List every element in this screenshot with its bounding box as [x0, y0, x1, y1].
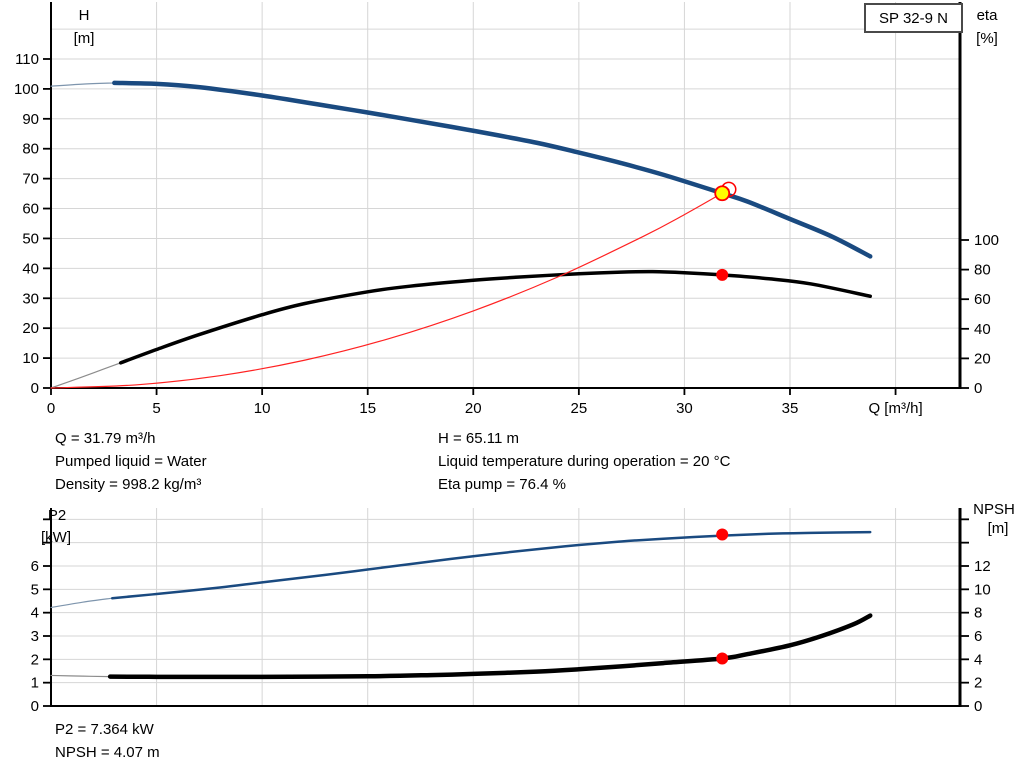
left-axis-tick-label: 10 [22, 350, 39, 367]
head-eta-chart: 0 10 20 30 40 50 60 70 80 90 100 110 0 20 40 60 80 100 0 5 1… [14, 2, 999, 417]
left-axis-tick-label: 2 [31, 651, 39, 668]
flow-value-text: Q = 31.79 m³/h [55, 430, 156, 447]
x-axis-tick-label: 5 [152, 400, 160, 417]
right-axis-title: NPSH [973, 501, 1015, 518]
x-axis-tick-label: 20 [465, 400, 482, 417]
right-axis-title: eta [977, 7, 999, 24]
marker-npsh-point[interactable] [716, 652, 729, 665]
duty-annotations-left: Q = 31.79 m³/h Pumped liquid = Water Den… [55, 427, 207, 496]
right-axis-tick-label: 2 [974, 675, 982, 692]
duty-annotations-right: H = 65.11 m Liquid temperature during op… [438, 427, 730, 496]
curve-head-curve [112, 80, 873, 259]
p2-value-text: P2 = 7.364 kW [55, 721, 154, 738]
left-axis-tick-label: 5 [31, 581, 39, 598]
pump-model-label: SP 32-9 N [879, 9, 948, 27]
curve-npsh-curve [50, 674, 111, 678]
right-axis-tick-label: 4 [974, 651, 982, 668]
pumped-liquid-text: Pumped liquid = Water [55, 453, 207, 470]
left-axis-tick-label: 6 [31, 558, 39, 575]
marker-p2-point[interactable] [716, 528, 729, 541]
curve-head-curve [50, 82, 115, 87]
right-axis-tick-label: 12 [974, 558, 991, 575]
right-axis-tick-label: 0 [974, 698, 982, 715]
pump-model-badge: SP 32-9 N [864, 3, 963, 33]
left-axis-title: P2 [48, 507, 66, 524]
curve-p2-curve [110, 530, 872, 600]
left-axis-tick-label: 30 [22, 290, 39, 307]
right-axis-tick-label: 8 [974, 605, 982, 622]
right-axis-tick-label: 6 [974, 628, 982, 645]
left-axis-tick-label: 20 [22, 320, 39, 337]
left-axis-tick-label: 80 [22, 141, 39, 158]
npsh-value-text: NPSH = 4.07 m [55, 744, 160, 761]
left-axis-tick-label: 90 [22, 111, 39, 128]
left-axis-tick-label: 0 [31, 380, 39, 397]
left-axis-tick-label: 4 [31, 605, 39, 622]
right-axis-tick-label: 80 [974, 262, 991, 279]
density-text: Density = 998.2 kg/m³ [55, 476, 202, 493]
curve-eta-curve [118, 269, 872, 365]
curve-eta-curve [50, 362, 122, 389]
x-axis-tick-label: 30 [676, 400, 693, 417]
right-axis-tick-label: 100 [974, 232, 999, 249]
eta-pump-text: Eta pump = 76.4 % [438, 476, 566, 493]
x-axis-tick-label: 10 [254, 400, 271, 417]
left-axis-tick-label: 60 [22, 201, 39, 218]
right-axis-title: [m] [988, 520, 1009, 537]
left-axis-tick-label: 40 [22, 260, 39, 277]
left-axis-tick-label: 50 [22, 230, 39, 247]
right-axis-tick-label: 10 [974, 581, 991, 598]
head-value-text: H = 65.11 m [438, 430, 520, 447]
liquid-temperature-text: Liquid temperature during operation = 20… [438, 453, 731, 470]
left-axis-tick-label: 70 [22, 171, 39, 188]
left-axis-tick-label: 0 [31, 698, 39, 715]
right-axis-tick-label: 60 [974, 291, 991, 308]
right-axis-title: [%] [976, 30, 998, 47]
x-axis-tick-label: 35 [782, 400, 799, 417]
left-axis-tick-label: 3 [31, 628, 39, 645]
x-axis-tick-label: 25 [571, 400, 588, 417]
left-axis-title: H [79, 7, 90, 24]
x-axis-title: Q [m³/h] [868, 400, 922, 417]
right-axis-tick-label: 0 [974, 380, 982, 397]
x-axis-tick-label: 15 [359, 400, 376, 417]
x-axis-tick-label: 0 [47, 400, 55, 417]
right-axis-tick-label: 20 [974, 350, 991, 367]
curve-p2-curve [50, 597, 113, 609]
right-axis-tick-label: 40 [974, 321, 991, 338]
power-npsh-annotations: P2 = 7.364 kW NPSH = 4.07 m [55, 718, 160, 764]
left-axis-title: [m] [74, 30, 95, 47]
left-axis-tick-label: 1 [31, 675, 39, 692]
left-axis-tick-label: 110 [15, 51, 39, 68]
curve-duty-line [50, 188, 730, 389]
left-axis-tick-label: 100 [14, 81, 39, 98]
curve-npsh-curve [107, 613, 873, 680]
marker-duty-point[interactable] [714, 185, 731, 202]
left-axis-title: [kW] [41, 529, 71, 546]
marker-eta-point[interactable] [716, 268, 729, 281]
